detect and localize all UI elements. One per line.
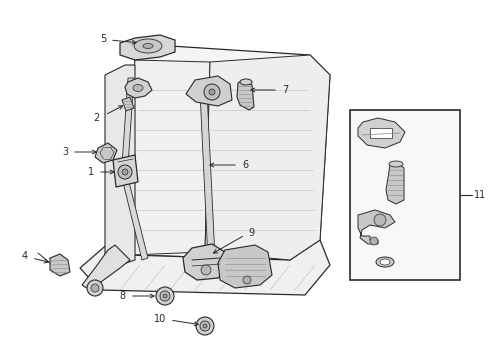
Polygon shape bbox=[122, 97, 134, 111]
Ellipse shape bbox=[388, 161, 402, 167]
Ellipse shape bbox=[240, 79, 251, 85]
Polygon shape bbox=[118, 45, 329, 260]
Circle shape bbox=[201, 265, 210, 275]
Circle shape bbox=[203, 84, 220, 100]
Text: 1: 1 bbox=[88, 167, 94, 177]
Bar bbox=[349, 110, 459, 280]
Text: 3: 3 bbox=[62, 147, 68, 157]
Polygon shape bbox=[95, 143, 117, 163]
Text: 6: 6 bbox=[242, 160, 247, 170]
Circle shape bbox=[118, 165, 132, 179]
Polygon shape bbox=[200, 92, 215, 260]
Bar bbox=[369, 128, 391, 138]
Circle shape bbox=[156, 287, 174, 305]
Polygon shape bbox=[122, 178, 148, 260]
Circle shape bbox=[87, 280, 103, 296]
Ellipse shape bbox=[133, 85, 142, 91]
Text: 9: 9 bbox=[247, 228, 254, 238]
Text: 7: 7 bbox=[282, 85, 287, 95]
Polygon shape bbox=[118, 60, 209, 255]
Polygon shape bbox=[218, 245, 271, 288]
Polygon shape bbox=[82, 245, 130, 290]
Circle shape bbox=[373, 214, 385, 226]
Text: 5: 5 bbox=[100, 34, 106, 44]
Polygon shape bbox=[357, 210, 394, 244]
Polygon shape bbox=[204, 55, 329, 260]
Polygon shape bbox=[237, 80, 253, 110]
Circle shape bbox=[203, 324, 206, 328]
Circle shape bbox=[91, 284, 99, 292]
Polygon shape bbox=[113, 155, 138, 187]
Text: 11: 11 bbox=[473, 190, 485, 200]
Text: 8: 8 bbox=[120, 291, 126, 301]
Polygon shape bbox=[385, 163, 403, 204]
Polygon shape bbox=[50, 254, 70, 276]
Ellipse shape bbox=[142, 44, 153, 49]
Circle shape bbox=[200, 321, 209, 331]
Polygon shape bbox=[105, 65, 135, 265]
Circle shape bbox=[163, 294, 167, 298]
Circle shape bbox=[243, 276, 250, 284]
Polygon shape bbox=[357, 118, 404, 148]
Text: 10: 10 bbox=[153, 314, 165, 324]
Ellipse shape bbox=[379, 259, 389, 265]
Polygon shape bbox=[120, 35, 175, 60]
Polygon shape bbox=[122, 78, 134, 165]
Text: 4: 4 bbox=[22, 251, 28, 261]
Text: 2: 2 bbox=[94, 113, 100, 123]
Circle shape bbox=[208, 89, 215, 95]
Circle shape bbox=[122, 169, 128, 175]
Polygon shape bbox=[80, 235, 329, 295]
Ellipse shape bbox=[375, 257, 393, 267]
Circle shape bbox=[196, 317, 214, 335]
Circle shape bbox=[369, 237, 377, 245]
Circle shape bbox=[160, 291, 170, 301]
Polygon shape bbox=[183, 244, 227, 280]
Ellipse shape bbox=[134, 39, 162, 53]
Polygon shape bbox=[125, 78, 152, 98]
Polygon shape bbox=[185, 76, 231, 106]
